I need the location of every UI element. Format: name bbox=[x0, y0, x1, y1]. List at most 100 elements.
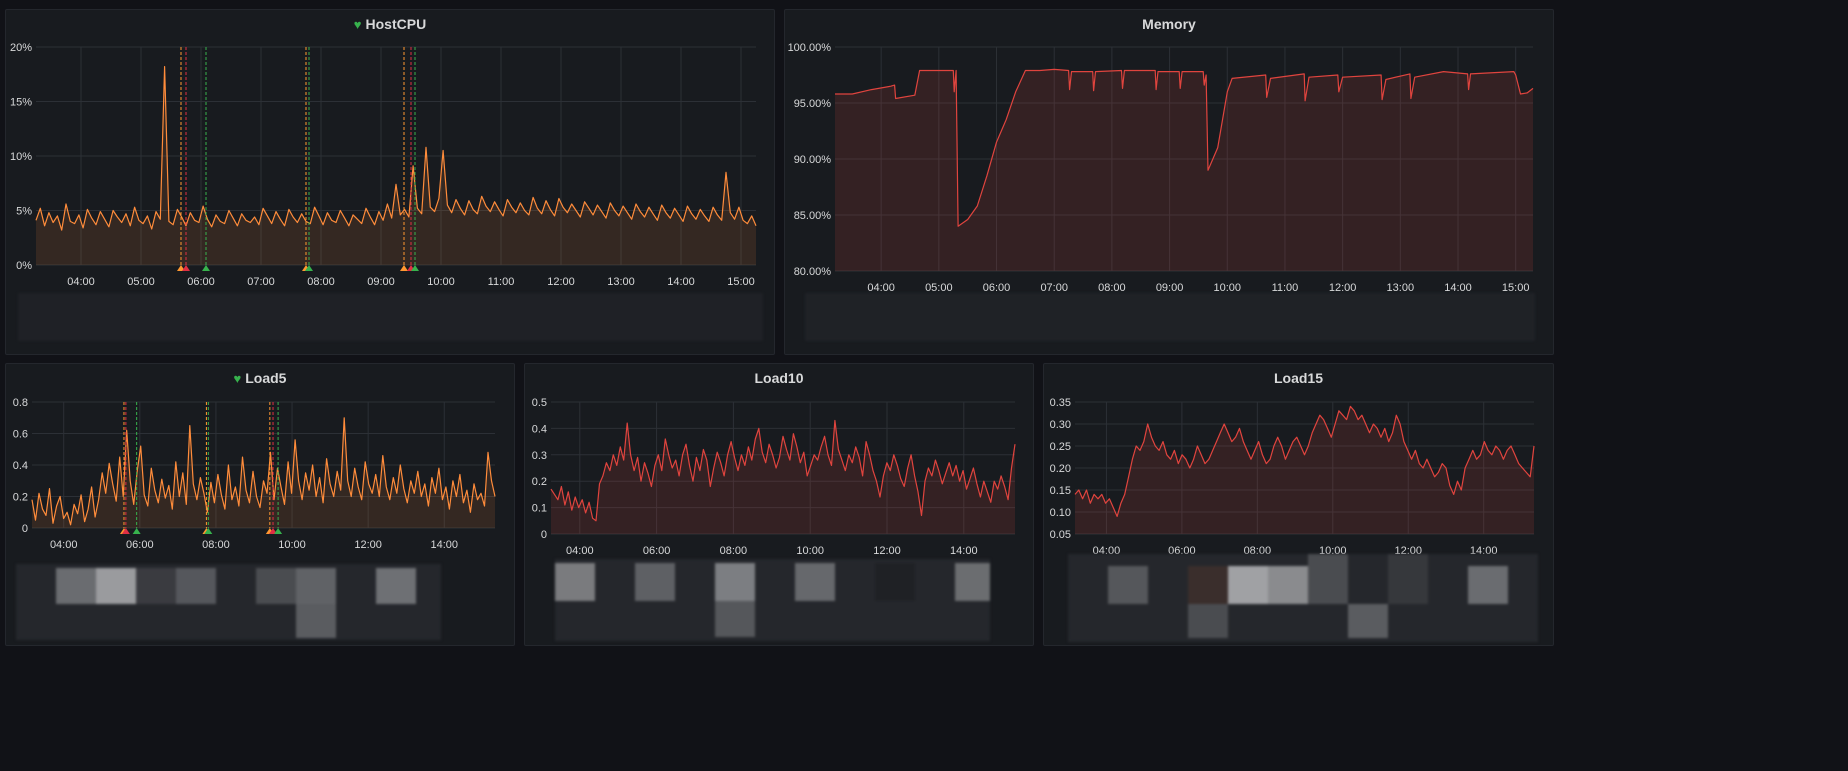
x-tick-label: 07:00 bbox=[247, 276, 275, 288]
y-tick-label: 15% bbox=[10, 97, 32, 109]
annotation-marker-icon bbox=[400, 265, 408, 271]
y-tick-label: 20% bbox=[10, 42, 32, 54]
blurred-legend bbox=[1068, 554, 1538, 642]
x-tick-label: 04:00 bbox=[50, 539, 78, 551]
y-tick-label: 85.00% bbox=[794, 210, 832, 222]
x-tick-label: 15:00 bbox=[1502, 282, 1530, 294]
y-tick-label: 0.10 bbox=[1050, 507, 1071, 519]
series-line bbox=[550, 419, 1016, 522]
x-tick-label: 12:00 bbox=[547, 276, 575, 288]
legend-cell bbox=[256, 568, 296, 604]
legend-cell bbox=[1188, 566, 1228, 604]
y-tick-label: 0.6 bbox=[13, 429, 28, 441]
x-tick-label: 06:00 bbox=[187, 276, 215, 288]
x-tick-label: 05:00 bbox=[925, 282, 953, 294]
y-tick-label: 95.00% bbox=[794, 98, 832, 110]
x-tick-label: 10:00 bbox=[1213, 282, 1241, 294]
legend-cell bbox=[1308, 554, 1348, 604]
load10-chart[interactable]: 0 0.1 0.2 0.3 0.4 0.5 04:00 06:00 08:00 10:00 12:0… bbox=[525, 392, 1035, 587]
heart-icon: ♥ bbox=[353, 17, 362, 32]
x-tick-label: 07:00 bbox=[1040, 282, 1068, 294]
x-tick-label: 10:00 bbox=[278, 539, 306, 551]
legend-cell bbox=[795, 563, 835, 601]
x-tick-label: 06:00 bbox=[643, 545, 671, 557]
y-tick-label: 90.00% bbox=[794, 154, 832, 166]
annotation-marker-icon bbox=[132, 528, 141, 534]
y-tick-label: 0.15 bbox=[1050, 485, 1071, 497]
legend-cell bbox=[555, 563, 595, 601]
annotation-marker-icon bbox=[121, 528, 130, 534]
annotation-marker-icon bbox=[305, 265, 313, 271]
x-tick-label: 11:00 bbox=[488, 276, 515, 288]
x-tick-label: 08:00 bbox=[307, 276, 335, 288]
annotation-marker-icon bbox=[411, 265, 419, 271]
y-tick-label: 0 bbox=[541, 529, 547, 541]
legend-cell bbox=[1228, 566, 1268, 604]
x-tick-label: 05:00 bbox=[127, 276, 155, 288]
legend-cell bbox=[96, 568, 136, 604]
series-line bbox=[835, 68, 1534, 227]
x-tick-label: 14:00 bbox=[950, 545, 978, 557]
y-tick-label: 100.00% bbox=[788, 42, 832, 54]
heart-icon: ♥ bbox=[233, 371, 242, 386]
panel-title[interactable]: ♥ HostCPU bbox=[353, 16, 427, 32]
x-tick-label: 14:00 bbox=[430, 539, 458, 551]
x-tick-label: 13:00 bbox=[607, 276, 635, 288]
series-area bbox=[36, 66, 756, 265]
legend-cell bbox=[56, 568, 96, 604]
y-tick-label: 0.8 bbox=[13, 397, 28, 409]
panel-title[interactable]: Load10 bbox=[754, 370, 804, 386]
legend-cell bbox=[1348, 604, 1388, 638]
annotation-marker-icon bbox=[204, 528, 213, 534]
y-tick-label: 0.35 bbox=[1050, 397, 1071, 409]
load5-chart[interactable]: 0 0.2 0.4 0.6 0.8 04:00 06:00 08:00 10:00 12:00 14… bbox=[6, 392, 516, 582]
y-tick-label: 80.00% bbox=[794, 266, 832, 278]
load5-panel: ♥ Load5 0 0.2 0.4 0.6 0.8 04:00 06:00 08:00 10:00… bbox=[5, 363, 515, 646]
legend-cell bbox=[1388, 554, 1428, 604]
x-tick-label: 14:00 bbox=[1444, 282, 1472, 294]
memory-chart[interactable]: 80.00% 85.00% 90.00% 95.00% 100.00% 04:00 05:0… bbox=[785, 38, 1555, 328]
y-tick-label: 0.05 bbox=[1050, 529, 1071, 541]
legend-cell bbox=[296, 568, 336, 604]
legend-cell bbox=[1268, 566, 1308, 604]
hostcpu-chart[interactable]: 0% 5% 10% 15% 20% 04:00 05:00 06:00 07:00 08:00 09… bbox=[6, 38, 776, 328]
legend-cell bbox=[715, 601, 755, 637]
legend-cell bbox=[635, 563, 675, 601]
x-tick-label: 04:00 bbox=[867, 282, 895, 294]
y-tick-label: 0.3 bbox=[532, 450, 547, 462]
series-line bbox=[1074, 405, 1535, 517]
x-tick-label: 12:00 bbox=[873, 545, 901, 557]
x-tick-label: 10:00 bbox=[796, 545, 824, 557]
legend-cell bbox=[1188, 604, 1228, 638]
x-tick-label: 15:00 bbox=[727, 276, 755, 288]
panel-title[interactable]: Memory bbox=[1142, 16, 1196, 32]
blurred-legend bbox=[16, 564, 441, 640]
legend-cell bbox=[1468, 566, 1508, 604]
y-tick-label: 0.1 bbox=[532, 503, 547, 515]
x-tick-label: 10:00 bbox=[427, 276, 455, 288]
y-tick-label: 10% bbox=[10, 151, 32, 163]
y-tick-label: 0.2 bbox=[13, 492, 28, 504]
x-tick-label: 12:00 bbox=[354, 539, 382, 551]
y-tick-label: 0.2 bbox=[532, 476, 547, 488]
x-tick-label: 11:00 bbox=[1272, 282, 1299, 294]
x-tick-label: 04:00 bbox=[566, 545, 594, 557]
x-tick-label: 08:00 bbox=[1098, 282, 1126, 294]
series-area bbox=[835, 69, 1533, 272]
x-tick-label: 12:00 bbox=[1329, 282, 1357, 294]
annotation-marker-icon bbox=[182, 265, 190, 271]
series-area bbox=[1075, 406, 1534, 534]
x-tick-label: 14:00 bbox=[667, 276, 695, 288]
y-tick-label: 0 bbox=[22, 523, 28, 535]
series-line bbox=[35, 66, 757, 231]
panel-title[interactable]: Load15 bbox=[1273, 370, 1323, 386]
series-line bbox=[31, 417, 496, 526]
y-tick-label: 0.25 bbox=[1050, 441, 1071, 453]
memory-panel: Memory 80.00% 85.00% 90.00% 95.00% 100.00% 04… bbox=[784, 9, 1554, 355]
y-tick-label: 5% bbox=[16, 206, 32, 218]
legend-cell bbox=[875, 563, 915, 601]
legend-cell bbox=[176, 568, 216, 604]
panel-title[interactable]: ♥ Load5 bbox=[233, 370, 287, 386]
annotation-marker-icon bbox=[274, 528, 283, 534]
legend-cell bbox=[376, 568, 416, 604]
